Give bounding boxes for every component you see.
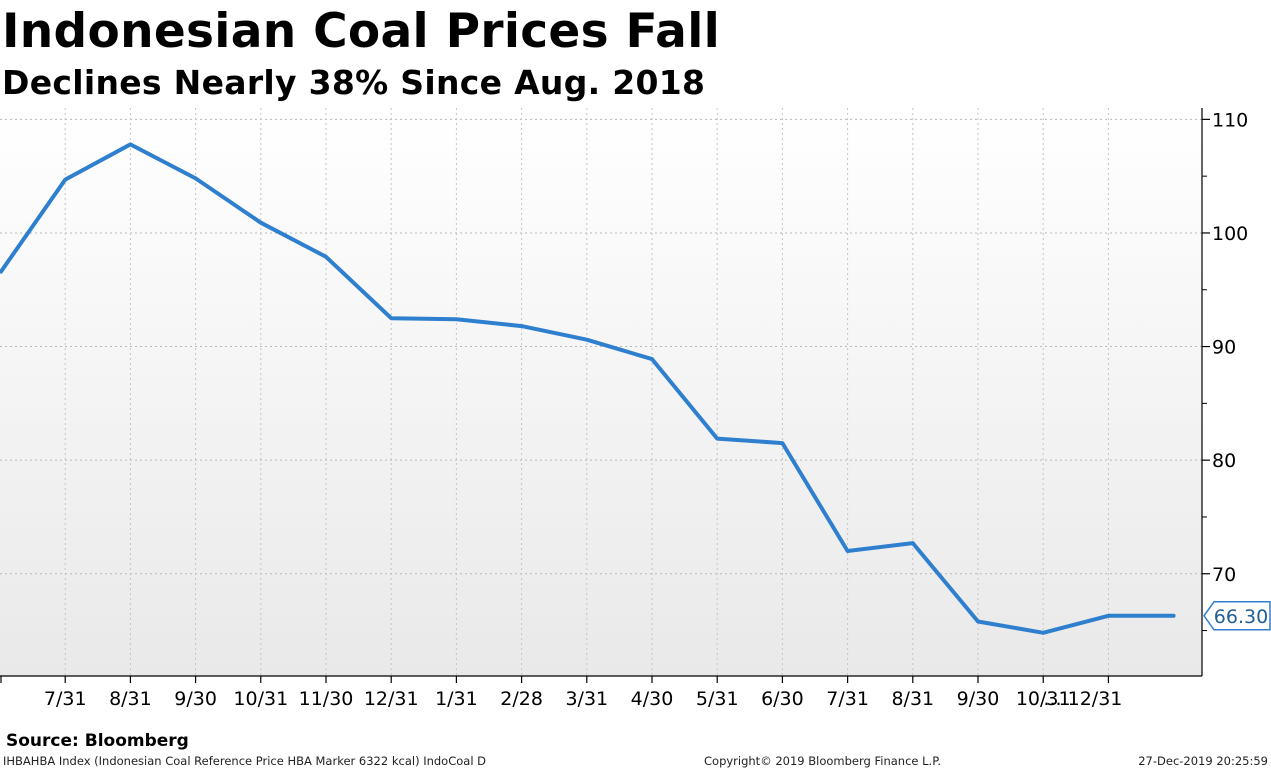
- y-tick-label: 70: [1212, 564, 1236, 586]
- grid-lines: [0, 108, 1202, 676]
- x-tick-label: 2/28: [500, 688, 543, 710]
- price-line: [0, 142, 1176, 635]
- source-note: Source: Bloomberg: [6, 731, 189, 751]
- line-chart: 70 80 90 100 110 7/31 8/31 9/30 10/31 11/30 12/31…: [0, 108, 1271, 710]
- y-tick-label: 80: [1212, 450, 1236, 472]
- last-value-box: [1203, 601, 1271, 631]
- x-tick-label: 1/31: [435, 688, 478, 710]
- last-value-label: 66.30: [1203, 601, 1271, 631]
- chart-subtitle: Declines Nearly 38% Since Aug. 2018: [2, 63, 706, 102]
- y-axis: 70 80 90 100 110: [1202, 109, 1248, 632]
- x-tick-label: 11/30: [299, 688, 354, 710]
- x-tick-label: ... 12/31: [1043, 688, 1122, 710]
- plot-background: [0, 108, 1202, 676]
- x-tick-label: 10/31: [1016, 688, 1071, 710]
- x-tick-label: 12/31: [364, 688, 419, 710]
- x-tick-label: 8/31: [109, 688, 152, 710]
- x-tick-label: 4/30: [631, 688, 674, 710]
- chart-title: Indonesian Coal Prices Fall: [2, 4, 721, 59]
- footer-ticker: IHBAHBA Index (Indonesian Coal Reference…: [3, 754, 487, 768]
- footer-timestamp: 27-Dec-2019 20:25:59: [1138, 754, 1268, 768]
- footer-copyright: Copyright© 2019 Bloomberg Finance L.P.: [704, 754, 941, 768]
- last-value-text: 66.30: [1214, 606, 1268, 628]
- x-tick-label: 7/31: [826, 688, 869, 710]
- footer-bar: IHBAHBA Index (Indonesian Coal Reference…: [0, 752, 1271, 770]
- x-tick-label: 3/31: [565, 688, 608, 710]
- y-tick-label: 90: [1212, 337, 1236, 359]
- x-tick-label: 7/31: [44, 688, 87, 710]
- x-tick-label: 6/30: [761, 688, 804, 710]
- x-tick-label: 9/30: [174, 688, 217, 710]
- y-tick-label: 100: [1212, 223, 1248, 245]
- x-tick-label: 8/31: [891, 688, 934, 710]
- x-tick-label: 9/30: [957, 688, 1000, 710]
- x-axis: 7/31 8/31 9/30 10/31 11/30 12/31 1/31 2/28 3/31 4…: [0, 676, 1122, 710]
- y-tick-label: 110: [1212, 109, 1248, 131]
- x-tick-label: 10/31: [233, 688, 288, 710]
- x-tick-label: 5/31: [696, 688, 739, 710]
